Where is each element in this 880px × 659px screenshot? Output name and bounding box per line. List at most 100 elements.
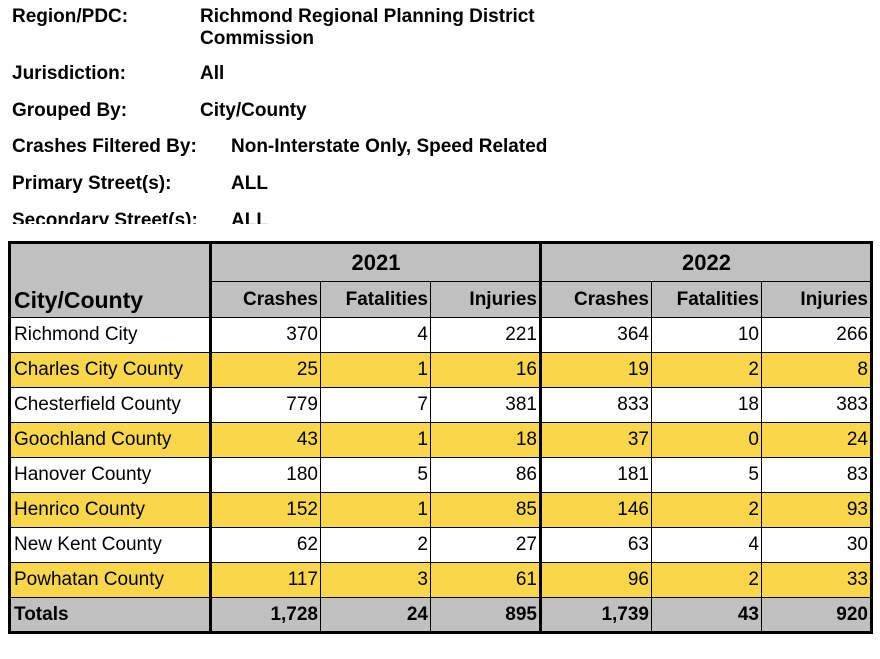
row-name: New Kent County — [9, 527, 211, 563]
cell-value: 3 — [320, 562, 431, 598]
row-name: Henrico County — [9, 492, 211, 528]
filter-row: Grouped By: City/County — [12, 100, 307, 122]
totals-row: Totals 1,728 24 895 1,739 43 920 — [9, 597, 872, 633]
filter-label: Secondary Street(s): — [12, 210, 198, 224]
crash-summary-table: City/County 2021 2022 Crashes Fatalities I… — [8, 241, 873, 634]
filter-value: Richmond Regional Planning District Comm… — [200, 6, 535, 49]
table-row: Powhatan County 117 3 61 96 2 33 — [9, 562, 872, 598]
cell-value: 370 — [209, 317, 321, 353]
filter-row: Crashes Filtered By: Non-Interstate Only,… — [12, 136, 547, 158]
cell-value: 1,728 — [209, 597, 321, 633]
row-name: Richmond City — [9, 317, 211, 353]
cell-value: 93 — [761, 492, 872, 528]
row-name: Goochland County — [9, 422, 211, 458]
cell-value: 833 — [539, 387, 652, 423]
column-header-crashes: Crashes — [209, 281, 321, 318]
cell-value: 8 — [761, 352, 872, 388]
cell-value: 1 — [320, 352, 431, 388]
cell-value: 43 — [651, 597, 762, 633]
column-header-crashes: Crashes — [539, 281, 652, 318]
row-name: Chesterfield County — [9, 387, 211, 423]
cell-value: 5 — [651, 457, 762, 493]
table-row: Henrico County 152 1 85 146 2 93 — [9, 492, 872, 528]
column-header-injuries: Injuries — [761, 281, 872, 318]
row-name: Powhatan County — [9, 562, 211, 598]
cell-value: 146 — [539, 492, 652, 528]
row-name: Charles City County — [9, 352, 211, 388]
cell-value: 381 — [430, 387, 541, 423]
cell-value: 117 — [209, 562, 321, 598]
cell-value: 2 — [651, 492, 762, 528]
filter-label: Grouped By: — [12, 100, 128, 121]
cell-value: 85 — [430, 492, 541, 528]
cell-value: 43 — [209, 422, 321, 458]
filter-value: ALL — [231, 173, 268, 194]
column-header-injuries: Injuries — [430, 281, 541, 318]
cell-value: 25 — [209, 352, 321, 388]
cell-value: 364 — [539, 317, 652, 353]
filter-value: City/County — [200, 100, 307, 121]
cell-value: 0 — [651, 422, 762, 458]
cell-value: 152 — [209, 492, 321, 528]
table-row: Charles City County 25 1 16 19 2 8 — [9, 352, 872, 388]
cell-value: 779 — [209, 387, 321, 423]
cell-value: 7 — [320, 387, 431, 423]
cell-value: 61 — [430, 562, 541, 598]
column-header-fatalities: Fatalities — [320, 281, 431, 318]
cell-value: 18 — [430, 422, 541, 458]
cell-value: 16 — [430, 352, 541, 388]
table-row: New Kent County 62 2 27 63 4 30 — [9, 527, 872, 563]
cell-value: 27 — [430, 527, 541, 563]
year-header: 2021 — [209, 242, 541, 282]
filter-row: Secondary Street(s): ALL — [12, 210, 268, 224]
cell-value: 62 — [209, 527, 321, 563]
column-header-fatalities: Fatalities — [651, 281, 762, 318]
filter-label: Jurisdiction: — [12, 63, 127, 84]
cell-value: 33 — [761, 562, 872, 598]
cell-value: 1 — [320, 422, 431, 458]
cell-value: 180 — [209, 457, 321, 493]
cell-value: 2 — [651, 352, 762, 388]
filter-label: Crashes Filtered By: — [12, 136, 197, 157]
cell-value: 2 — [320, 527, 431, 563]
table-row: Goochland County 43 1 18 37 0 24 — [9, 422, 872, 458]
city-county-header: City/County — [9, 242, 211, 318]
cell-value: 181 — [539, 457, 652, 493]
cell-value: 920 — [761, 597, 872, 633]
filter-row: Jurisdiction: All — [12, 63, 224, 85]
row-name: Hanover County — [9, 457, 211, 493]
cell-value: 19 — [539, 352, 652, 388]
cell-value: 383 — [761, 387, 872, 423]
filter-label: Region/PDC: — [12, 6, 129, 27]
cell-value: 895 — [430, 597, 541, 633]
filter-label: Primary Street(s): — [12, 173, 172, 194]
cell-value: 1,739 — [539, 597, 652, 633]
cell-value: 63 — [539, 527, 652, 563]
row-name: Totals — [9, 597, 211, 633]
table-row: Chesterfield County 779 7 381 833 18 383 — [9, 387, 872, 423]
table-row: Hanover County 180 5 86 181 5 83 — [9, 457, 872, 493]
cell-value: 30 — [761, 527, 872, 563]
cell-value: 4 — [320, 317, 431, 353]
cell-value: 86 — [430, 457, 541, 493]
cell-value: 2 — [651, 562, 762, 598]
filter-row: Primary Street(s): ALL — [12, 173, 268, 195]
cell-value: 1 — [320, 492, 431, 528]
cell-value: 18 — [651, 387, 762, 423]
cell-value: 96 — [539, 562, 652, 598]
cell-value: 4 — [651, 527, 762, 563]
table-row: Richmond City 370 4 221 364 10 266 — [9, 317, 872, 353]
report-filters: Region/PDC: Richmond Regional Planning Di… — [12, 0, 872, 224]
cell-value: 37 — [539, 422, 652, 458]
filter-value: Non-Interstate Only, Speed Related — [231, 136, 548, 157]
filter-value: ALL — [231, 210, 268, 224]
cell-value: 5 — [320, 457, 431, 493]
cell-value: 24 — [761, 422, 872, 458]
cell-value: 83 — [761, 457, 872, 493]
cell-value: 221 — [430, 317, 541, 353]
cell-value: 24 — [320, 597, 431, 633]
filter-row: Region/PDC: Richmond Regional Planning Di… — [12, 6, 535, 49]
cell-value: 10 — [651, 317, 762, 353]
filter-value: All — [200, 63, 225, 84]
year-header: 2022 — [539, 242, 872, 282]
